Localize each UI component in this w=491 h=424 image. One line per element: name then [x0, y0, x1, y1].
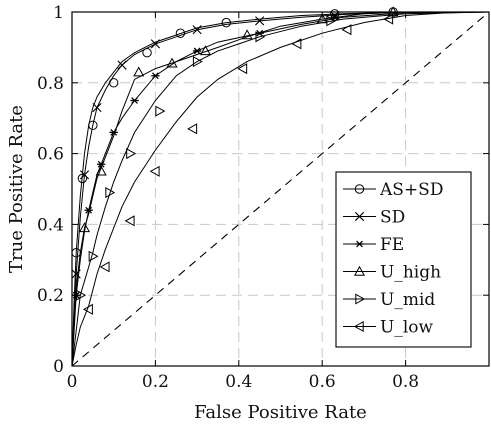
series-point-AS+SD-2	[88, 120, 98, 130]
series-point-U_low-1	[99, 261, 110, 273]
series-line-U_low	[71, 11, 490, 367]
x-axis-title: False Positive Rate	[194, 402, 367, 423]
legend-label-AS+SD: AS+SD	[379, 180, 443, 200]
series-point-U_low-4	[187, 123, 198, 135]
legend-label-U_high: U_high	[380, 263, 441, 283]
legend-label-SD: SD	[380, 208, 405, 228]
series-point-SD-2	[92, 102, 102, 113]
x-tick-label-1: 0.2	[142, 372, 169, 392]
legend-marker-U_high	[353, 265, 366, 276]
series-point-U_high-4	[199, 45, 211, 56]
series-point-AS+SD-1	[77, 173, 88, 184]
series-point-FE-6	[192, 47, 202, 55]
series-point-U_low-3	[149, 165, 160, 177]
ticks	[71, 11, 489, 367]
series-point-SD-6	[255, 16, 265, 26]
series-point-U_mid-7	[326, 15, 337, 27]
legend-marker-U_mid	[355, 293, 366, 305]
series-point-U_high-0	[78, 222, 91, 233]
plot-frame	[71, 11, 490, 367]
x-tick-label-4: 0.8	[392, 372, 419, 392]
series-point-U_low-0	[82, 303, 93, 315]
series-line-U_high	[71, 11, 489, 367]
series-point-U_high-1	[95, 165, 107, 176]
legend-label-U_low: U_low	[380, 318, 433, 338]
series-line-AS+SD	[71, 11, 489, 367]
x-tick-label-3: 0.6	[309, 372, 336, 392]
series-point-FE-1	[84, 206, 93, 214]
series-point-U_low-8	[383, 13, 394, 25]
series-U_mid	[71, 11, 490, 367]
series-point-U_mid-2	[105, 186, 116, 199]
series-U_low	[71, 11, 490, 367]
series-point-SD-3	[117, 60, 127, 70]
y-tick-label-4: 0.8	[37, 74, 64, 94]
series-point-U_low-5	[237, 63, 248, 75]
series-point-U_low-6	[291, 38, 302, 50]
legend-marker-SD	[354, 211, 365, 222]
series-line-FE	[71, 11, 490, 367]
series-point-U_high-2	[133, 66, 145, 77]
series-point-U_mid-3	[126, 148, 137, 160]
legend-marker-FE	[355, 240, 364, 248]
series-point-U_mid-1	[88, 250, 99, 262]
series-point-U_mid-4	[155, 105, 166, 117]
series-SD	[71, 10, 489, 367]
y-tick-label-3: 0.6	[37, 145, 64, 165]
series-point-U_high-3	[166, 57, 178, 68]
series-point-AS+SD-5	[175, 28, 186, 38]
y-tick-label-1: 0.2	[37, 286, 64, 306]
y-tick-label-0: 0	[53, 357, 64, 377]
y-tick-label-5: 1	[53, 3, 64, 23]
series-point-U_low-2	[124, 215, 135, 227]
y-tick-label-2: 0.4	[37, 215, 64, 235]
series-line-U_mid	[71, 11, 490, 367]
tick-labels: 0 0.2 0.4 0.6 0.8 0 0.2 0.4 0.6 0.8 1	[37, 3, 419, 392]
series-point-U_low-7	[341, 24, 352, 36]
series-point-U_high-5	[241, 29, 253, 40]
y-axis-title: True Positive Rate	[6, 105, 27, 273]
series-point-SD-4	[150, 39, 160, 49]
x-tick-label-2: 0.4	[225, 372, 252, 392]
x-tick-label-0: 0	[67, 372, 78, 392]
legend-label-U_mid: U_mid	[380, 290, 435, 310]
diagonal-reference-line	[71, 11, 490, 367]
legend-label-FE: FE	[380, 235, 404, 255]
legend-marker-AS+SD	[354, 184, 365, 194]
series-point-U_mid-6	[255, 31, 266, 43]
series-point-SD-1	[79, 170, 90, 180]
legend: AS+SD SD FE U_high U_mid U_low	[335, 171, 472, 348]
series-layer	[71, 6, 490, 367]
legend-marker-U_low	[353, 320, 364, 333]
series-point-SD-5	[192, 25, 202, 35]
series-point-AS+SD-6	[221, 17, 231, 28]
series-point-FE-4	[130, 97, 139, 104]
series-point-U_mid-5	[192, 56, 203, 68]
series-point-FE-5	[151, 72, 160, 80]
legend-box	[335, 171, 472, 348]
